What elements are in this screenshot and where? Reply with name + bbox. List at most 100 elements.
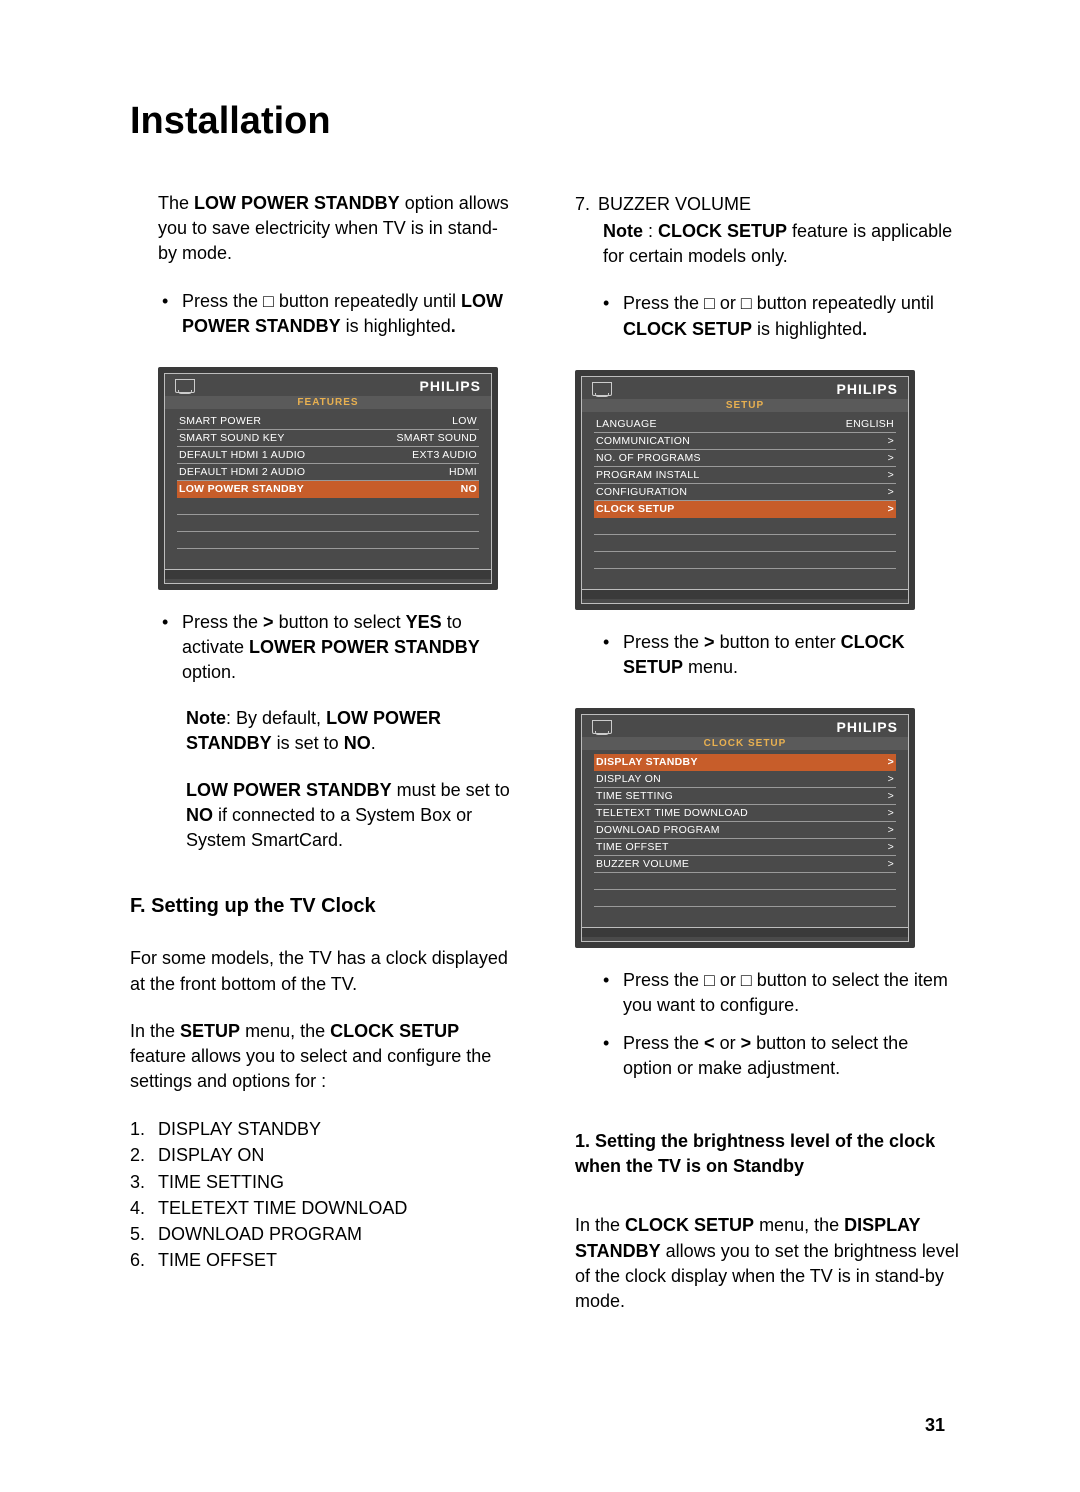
osd-rows: LANGUAGEENGLISHCOMMUNICATION>NO. OF PROG…: [582, 412, 908, 587]
text-bold: CLOCK SETUP: [623, 319, 752, 339]
tv-icon: [592, 720, 612, 734]
osd-key: COMMUNICATION: [596, 435, 690, 447]
osd-key: LANGUAGE: [596, 418, 657, 430]
osd-row-blank: ..: [177, 532, 479, 549]
text-bold: >: [263, 612, 274, 632]
osd-key: PROGRAM INSTALL: [596, 469, 700, 481]
osd-key: LOW POWER STANDBY: [179, 483, 304, 495]
page-number: 31: [925, 1415, 945, 1436]
text: :: [643, 221, 658, 241]
osd-key: SMART POWER: [179, 415, 261, 427]
osd-key: CLOCK SETUP: [596, 503, 675, 515]
list-index: 6.: [130, 1247, 145, 1273]
osd-row-blank: ..: [594, 535, 896, 552]
bullet-select-item: Press the □ or □ button to select the it…: [575, 968, 960, 1018]
osd-footer: [582, 927, 908, 937]
section-f-heading: F. Setting up the TV Clock: [130, 895, 515, 918]
osd-value: >: [888, 486, 894, 498]
text: .: [862, 319, 867, 339]
osd-value: >: [888, 773, 894, 785]
osd-value: HDMI: [449, 466, 477, 478]
osd-value: SMART SOUND: [396, 432, 477, 444]
osd-row: PROGRAM INSTALL >: [594, 467, 896, 484]
text: menu, the: [240, 1021, 330, 1041]
text: button to enter: [715, 632, 841, 652]
text: Press the: [182, 612, 263, 632]
text-bold: NO: [186, 805, 213, 825]
list-item: 2.DISPLAY ON: [130, 1142, 515, 1168]
list-text: DOWNLOAD PROGRAM: [158, 1224, 362, 1244]
list-index: 3.: [130, 1169, 145, 1195]
osd-row-blank: ..: [177, 515, 479, 532]
osd-clock-setup: PHILIPS CLOCK SETUP DISPLAY STANDBY>DISP…: [575, 708, 915, 948]
osd-value: >: [888, 469, 894, 481]
osd-value: >: [888, 452, 894, 464]
osd-row: DOWNLOAD PROGRAM>: [594, 822, 896, 839]
osd-row: CONFIGURATION>: [594, 484, 896, 501]
text-bold: >: [741, 1033, 752, 1053]
list-text: TIME SETTING: [158, 1172, 284, 1192]
text: is set to: [272, 733, 344, 753]
osd-row-blank: ..: [594, 569, 896, 585]
list-index: 7.: [575, 191, 590, 217]
osd-row: TIME OFFSET>: [594, 839, 896, 856]
text: option.: [182, 662, 236, 682]
text: In the: [575, 1215, 625, 1235]
osd-value: ENGLISH: [846, 418, 894, 430]
osd-row: SMART POWERLOW: [177, 413, 479, 430]
text-bold: LOW POWER STANDBY: [186, 780, 392, 800]
text-bold: CLOCK SETUP: [658, 221, 787, 241]
numbered-list: 1.DISPLAY STANDBY2.DISPLAY ON3.TIME SETT…: [130, 1116, 515, 1273]
left-column: The LOW POWER STANDBY option allows you …: [130, 191, 515, 1432]
osd-setup: PHILIPS SETUP LANGUAGEENGLISHCOMMUNICATI…: [575, 370, 915, 610]
text: .: [371, 733, 376, 753]
osd-value: NO: [461, 483, 477, 495]
list-item: 3. TIME SETTING: [130, 1169, 515, 1195]
osd-header: PHILIPS: [165, 374, 491, 396]
text-bold: YES: [406, 612, 442, 632]
list-item: 5. DOWNLOAD PROGRAM: [130, 1221, 515, 1247]
osd-row: LOW POWER STANDBY NO: [177, 481, 479, 498]
osd-value: >: [888, 790, 894, 802]
bullet-press-until-clocksetup: Press the □ or □ button repeatedly until…: [575, 291, 960, 341]
para-display-standby: In the CLOCK SETUP menu, the DISPLAY STA…: [575, 1213, 960, 1314]
bullet-select-yes: Press the > button to select YES to acti…: [158, 610, 515, 686]
osd-row: DEFAULT HDMI 1 AUDIOEXT3 AUDIO: [177, 447, 479, 464]
osd-value: >: [888, 435, 894, 447]
osd-header: PHILIPS: [582, 377, 908, 399]
text: Press the: [623, 1033, 704, 1053]
tv-icon: [592, 382, 612, 396]
text-bold: LOWER POWER STANDBY: [249, 637, 480, 657]
text-bold: Note: [186, 708, 226, 728]
osd-row-blank: ..: [594, 518, 896, 535]
osd-row: DISPLAY STANDBY>: [594, 754, 896, 771]
para-some-models: For some models, the TV has a clock disp…: [130, 946, 515, 996]
osd-key: TIME SETTING: [596, 790, 673, 802]
osd-row: TIME SETTING >: [594, 788, 896, 805]
osd-key: BUZZER VOLUME: [596, 858, 689, 870]
osd-footer: [582, 589, 908, 599]
osd-value: >: [888, 858, 894, 870]
osd-row-blank: ..: [594, 890, 896, 907]
osd-row-blank: ..: [594, 873, 896, 890]
list-index: 5.: [130, 1221, 145, 1247]
bullet-press-until-lps: Press the □ button repeatedly until LOW …: [158, 289, 515, 339]
osd-value: >: [888, 756, 894, 768]
osd-key: TIME OFFSET: [596, 841, 669, 853]
text: button to select: [274, 612, 406, 632]
text-bold: SETUP: [180, 1021, 240, 1041]
brand-label: PHILIPS: [837, 719, 898, 735]
osd-row: TELETEXT TIME DOWNLOAD>: [594, 805, 896, 822]
osd-rows: DISPLAY STANDBY>DISPLAY ON> TIME SETTING >…: [582, 750, 908, 925]
osd-inner: PHILIPS FEATURES SMART POWERLOWSMART SOU…: [164, 373, 492, 584]
text: Press the □ button repeatedly until: [182, 291, 461, 311]
subsection-1-heading: 1. Setting the brightness level of the c…: [575, 1129, 960, 1179]
osd-row: COMMUNICATION >: [594, 433, 896, 450]
text: if connected to a System Box or System S…: [186, 805, 472, 850]
osd-footer: [165, 569, 491, 579]
osd-row: DISPLAY ON>: [594, 771, 896, 788]
text-bold: LOW POWER STANDBY: [194, 193, 400, 213]
page-title: Installation: [130, 100, 960, 143]
osd-row: LANGUAGE ENGLISH: [594, 416, 896, 433]
text: : By default,: [226, 708, 326, 728]
